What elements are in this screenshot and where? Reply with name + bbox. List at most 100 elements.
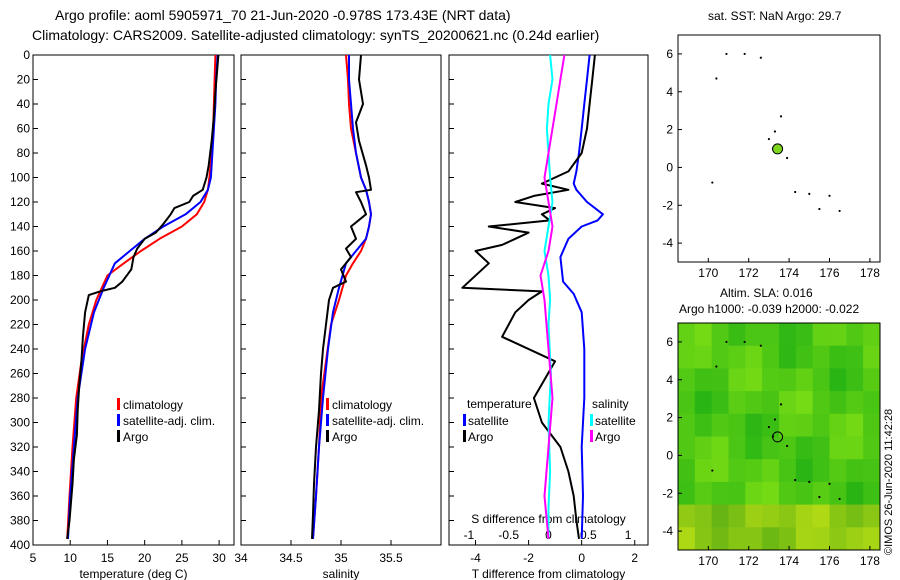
y-tick-label: 320 [10, 440, 30, 454]
legend-swatch [326, 398, 329, 410]
sla-cell [728, 459, 746, 483]
legend-label: Argo [123, 430, 149, 444]
sla-cell [829, 345, 847, 369]
map-x-tick-label: 170 [698, 554, 718, 568]
sla-cell [795, 368, 814, 392]
sla-cell [678, 527, 696, 551]
sla-cell [846, 391, 864, 415]
sla-cell [711, 459, 729, 483]
argo-position-marker [772, 431, 784, 443]
island-dot [767, 137, 771, 141]
sla-cell [694, 459, 713, 483]
sla-cell [779, 413, 797, 437]
sla-cell [779, 436, 797, 460]
sla-cell [694, 345, 713, 369]
x-tick-label: 34.5 [279, 551, 303, 565]
sla-cell [728, 391, 746, 415]
sla-cell [812, 391, 830, 415]
legend-swatch [590, 414, 593, 426]
island-dot [785, 444, 789, 448]
sla-cell [812, 323, 830, 347]
y-tick-label: 300 [10, 416, 30, 430]
sla-cell [779, 368, 797, 392]
y-tick-label: 400 [10, 538, 30, 552]
sla-cell [795, 323, 814, 347]
y-tick-label: 240 [10, 342, 30, 356]
sla-cell [711, 481, 729, 506]
series-line-climatology [312, 54, 372, 539]
sla-cell [779, 345, 797, 369]
sla-cell [728, 413, 746, 437]
sla-cell [745, 481, 763, 506]
island-dot [808, 192, 811, 195]
legend-swatch [463, 414, 466, 426]
sla-cell [694, 504, 713, 528]
sla-cell [812, 459, 830, 483]
chart-salinity: 34 34.5 35 35.5 salinity climatology satellite… [234, 54, 442, 580]
y-tick-label: 180 [10, 269, 30, 283]
sla-cell [863, 413, 881, 437]
island-dot [794, 478, 797, 482]
sla-cell [711, 368, 729, 392]
sla-cell [711, 323, 729, 347]
sla-cell [728, 481, 746, 506]
sla-cell [728, 527, 746, 551]
sla-cell [678, 323, 696, 347]
map_bottom: 170 172 174 176 178 6 4 2 0 -2 -4 [662, 322, 881, 568]
sla-cell [745, 436, 763, 460]
sla-cell [694, 368, 713, 392]
sla-cell [779, 527, 797, 551]
map-y-tick-label: 4 [666, 373, 673, 387]
map-bottom-title: Altim. SLA: 0.016 [720, 286, 813, 300]
sla-cell [863, 504, 881, 528]
sla-cell [812, 436, 830, 460]
x-axis-label: T difference from climatology [472, 567, 626, 580]
island-dot [773, 418, 777, 421]
y-tick-label: 140 [10, 220, 30, 234]
x-tick-label: 5 [30, 551, 37, 565]
argo-position-marker [772, 143, 784, 155]
map-top-title: sat. SST: NaN Argo: 29.7 [708, 9, 842, 23]
y-tick-label: 360 [10, 489, 30, 503]
sla-cell [812, 413, 830, 437]
map-y-tick-label: 6 [666, 335, 673, 349]
map-y-tick-label: 0 [666, 448, 673, 462]
series-line-s-satellite [543, 54, 554, 539]
sla-cell [694, 436, 713, 460]
sla-cell [711, 436, 729, 460]
top-tick-label: 1 [625, 528, 632, 542]
series-line-satellite-adj-clim- [312, 55, 372, 539]
sla-cell [846, 504, 864, 528]
sla-cell [829, 436, 847, 460]
sla-cell [762, 345, 780, 369]
map-y-tick-label: -2 [662, 486, 673, 500]
island-dot [785, 156, 789, 160]
sla-cell [728, 368, 746, 392]
x-tick-label: 10 [64, 551, 78, 565]
chart-temperature: 5 10 15 20 25 3002040608010012014016018020022… [10, 48, 235, 580]
sla-cell [762, 436, 780, 460]
title-line-1: Argo profile: aoml 5905971_70 21-Jun-202… [55, 7, 511, 23]
sla-cell [795, 345, 814, 369]
series-line-argo [66, 54, 220, 540]
sla-cell [678, 481, 696, 506]
map-frame [677, 322, 881, 551]
sla-cell [846, 481, 864, 506]
legend-label: Argo [468, 430, 494, 444]
sla-cell [795, 527, 814, 551]
plot-frame [32, 54, 235, 546]
island-dot [759, 344, 762, 347]
sla-cell [745, 391, 763, 415]
sla-cell [795, 436, 814, 460]
x-tick-label: 25 [175, 551, 189, 565]
island-dot [838, 497, 841, 501]
island-dot [818, 495, 821, 499]
y-tick-label: 200 [10, 293, 30, 307]
x-tick-label: 35.5 [379, 551, 403, 565]
island-dot [767, 425, 771, 429]
y-tick-label: 160 [10, 244, 30, 258]
map-x-tick-label: 178 [860, 266, 880, 280]
island-dot [711, 469, 714, 472]
sla-cell [779, 459, 797, 483]
